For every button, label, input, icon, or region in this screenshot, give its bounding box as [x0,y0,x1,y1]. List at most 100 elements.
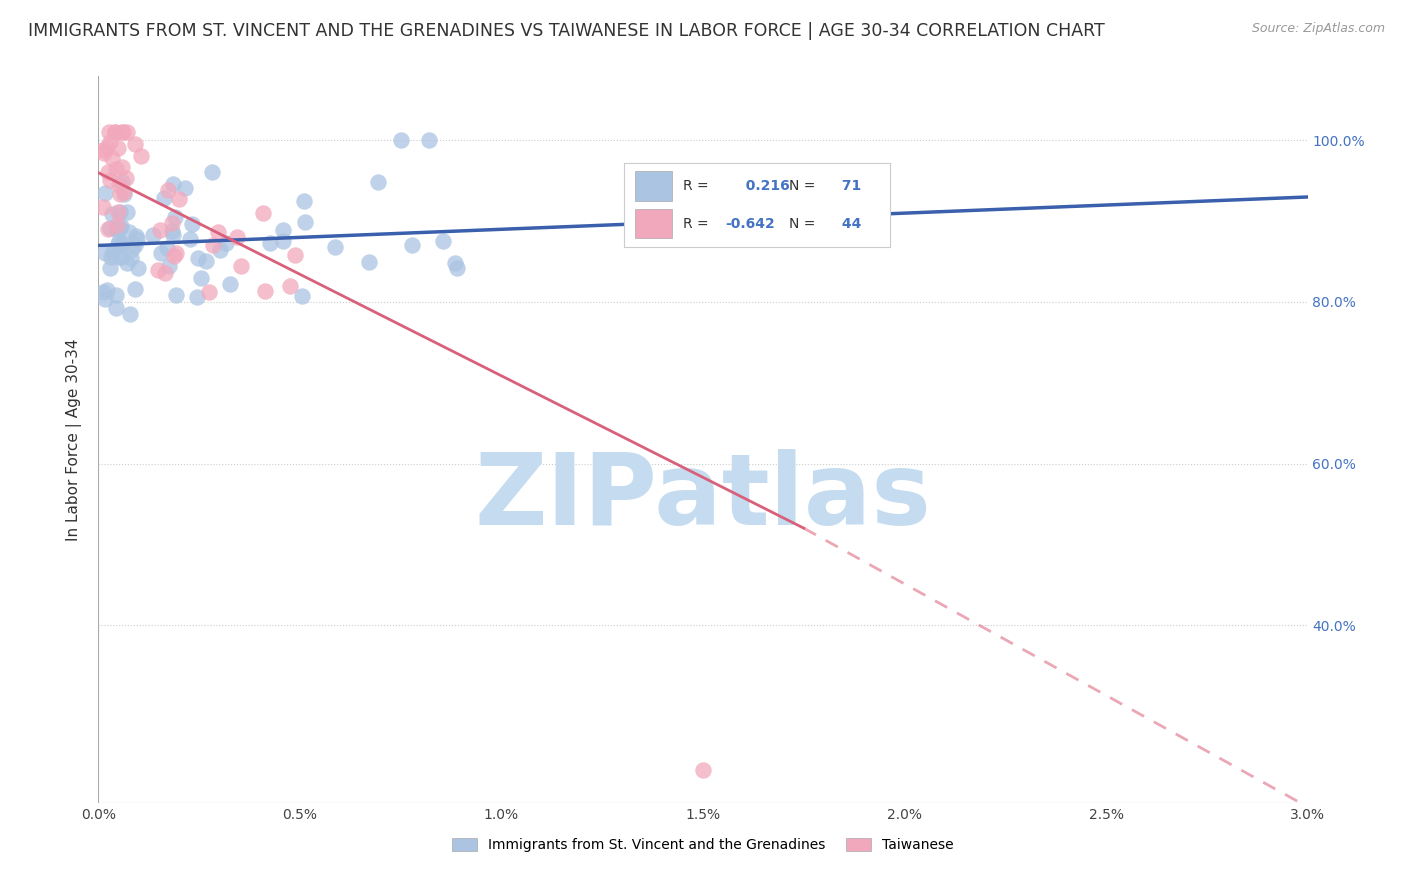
Point [208,243,231,257]
Point [110,204,132,219]
Point [207,225,229,239]
Point [271,223,294,237]
Point [187,251,209,265]
Text: Source: ZipAtlas.com: Source: ZipAtlas.com [1251,22,1385,36]
Point [284,248,307,262]
Point [101,245,124,260]
Point [226,229,249,244]
Point [98,135,121,149]
Point [124,282,146,296]
Point [146,263,169,277]
Point [259,235,281,250]
Point [323,240,346,254]
Point [157,259,180,273]
Text: IMMIGRANTS FROM ST. VINCENT AND THE GRENADINES VS TAIWANESE IN LABOR FORCE | AGE: IMMIGRANTS FROM ST. VINCENT AND THE GREN… [28,22,1105,40]
Point [162,228,184,243]
Point [149,223,172,237]
Point [112,186,135,200]
Point [418,133,440,147]
Point [291,289,314,303]
Point [165,246,187,260]
Point [292,194,315,208]
Point [167,192,190,206]
Point [104,125,127,139]
Point [96,283,118,297]
Point [165,210,187,224]
Point [115,256,138,270]
Point [160,224,183,238]
Point [94,292,117,306]
Point [401,237,423,252]
Point [93,285,115,299]
Point [108,178,131,193]
Point [104,125,127,139]
Point [105,222,128,236]
Point [118,225,141,239]
Point [111,237,134,252]
Point [156,241,179,255]
Point [127,261,149,276]
Point [165,287,187,301]
Point [112,125,135,139]
Point [108,251,131,265]
Point [190,271,212,285]
Point [121,243,143,257]
Point [157,183,180,197]
Point [110,237,132,252]
Point [98,260,121,275]
Point [198,285,221,299]
Point [252,206,274,220]
Point [389,133,412,147]
Point [96,140,118,154]
Point [186,290,208,304]
Point [111,125,134,139]
Point [94,246,117,260]
Y-axis label: In Labor Force | Age 30-34: In Labor Force | Age 30-34 [66,338,83,541]
Legend: Immigrants from St. Vincent and the Grenadines, Taiwanese: Immigrants from St. Vincent and the Gren… [447,832,959,857]
Point [104,301,127,315]
Point [105,218,128,232]
Point [294,215,316,229]
Point [692,764,714,778]
Point [97,165,120,179]
Point [173,181,195,195]
Point [124,238,146,252]
Point [201,238,224,252]
Point [110,219,132,234]
Point [100,250,122,264]
Point [94,186,117,201]
Point [229,259,252,273]
Point [129,149,152,163]
Point [118,308,141,322]
Point [162,177,184,191]
Point [153,191,176,205]
Point [105,162,128,177]
Point [107,236,129,251]
Point [104,288,127,302]
Point [101,207,124,221]
Point [111,160,134,174]
Point [215,236,238,251]
Point [124,136,146,151]
Point [111,175,134,189]
Point [180,217,202,231]
Point [91,144,114,158]
Point [432,234,454,248]
Point [115,125,138,139]
Point [97,222,120,236]
Point [91,200,114,214]
Point [278,279,301,293]
Point [254,284,277,298]
Point [195,254,218,268]
Point [179,232,201,246]
Point [110,250,132,264]
Point [93,145,115,160]
Point [98,221,121,235]
Point [149,246,172,260]
Point [125,232,148,246]
Point [115,205,138,219]
Point [219,277,242,292]
Point [120,252,142,266]
Point [201,165,224,179]
Point [107,205,129,219]
